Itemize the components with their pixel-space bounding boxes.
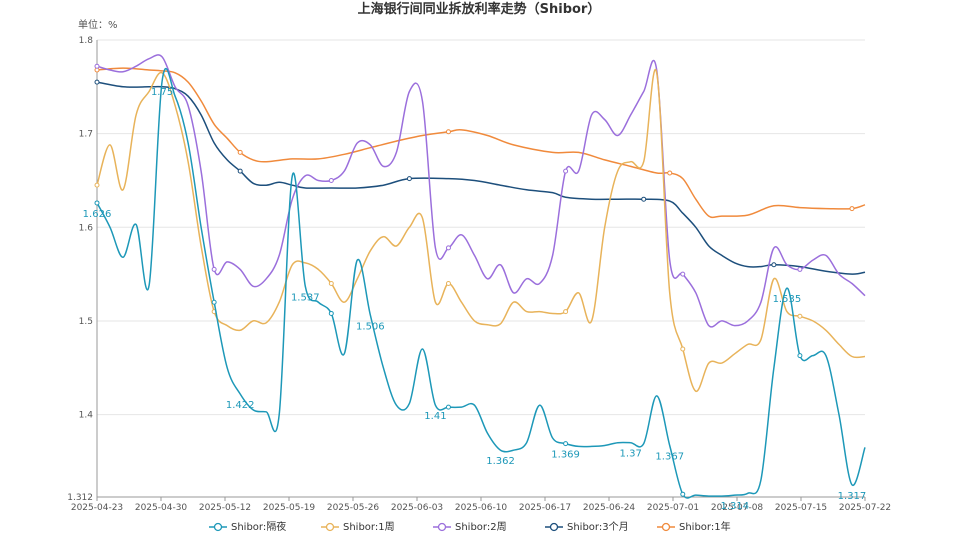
series-point xyxy=(563,309,569,315)
legend-label: Shibor:1年 xyxy=(679,520,731,533)
legend-swatch-marker xyxy=(325,522,335,532)
y-tick-label: 1.5 xyxy=(79,317,93,327)
data-label: 1.369 xyxy=(551,450,580,461)
series-point xyxy=(94,200,100,206)
legend-label: Shibor:隔夜 xyxy=(231,520,286,533)
x-tick-label: 2025-06-17 xyxy=(519,503,571,513)
x-tick-label: 2025-07-08 xyxy=(711,503,764,513)
series-point xyxy=(445,129,451,135)
x-tick-label: 2025-07-15 xyxy=(775,503,827,513)
series-point xyxy=(237,168,243,174)
series-point xyxy=(211,299,217,305)
data-label: 1.362 xyxy=(486,456,515,467)
series-point xyxy=(563,168,569,174)
data-label: 1.422 xyxy=(226,400,255,411)
y-tick-label: 1.6 xyxy=(79,223,94,233)
x-tick-label: 2025-06-24 xyxy=(583,503,636,513)
series-point xyxy=(797,353,803,359)
series-line xyxy=(96,54,866,328)
y-tick-label: 1.7 xyxy=(79,130,93,140)
x-tick-label: 2025-05-19 xyxy=(263,503,316,513)
legend-label: Shibor:3个月 xyxy=(567,521,629,533)
series-point xyxy=(328,310,334,316)
x-tick-label: 2025-04-30 xyxy=(135,503,188,513)
series-point xyxy=(797,313,803,319)
x-tick-label: 2025-06-10 xyxy=(455,503,508,513)
legend-item: Shibor:隔夜 xyxy=(209,520,286,533)
series-point xyxy=(237,149,243,155)
series-point xyxy=(211,266,217,272)
y-unit-label: 单位：% xyxy=(78,18,118,31)
legend-label: Shibor:2周 xyxy=(455,521,507,533)
legend-swatch-marker xyxy=(549,522,559,532)
x-tick-label: 2025-05-12 xyxy=(199,503,251,513)
series-point xyxy=(563,441,569,447)
legend-item: Shibor:1年 xyxy=(657,520,731,533)
series-line xyxy=(96,81,866,275)
series-point xyxy=(94,79,100,85)
x-tick-label: 2025-07-22 xyxy=(839,503,891,513)
legend-item: Shibor:1周 xyxy=(321,521,395,533)
series-point xyxy=(667,170,673,176)
legend-label: Shibor:1周 xyxy=(343,521,395,533)
data-label: 1.37 xyxy=(620,449,642,460)
series-point xyxy=(328,280,334,286)
data-label: 1.317 xyxy=(838,491,867,502)
legend-swatch-marker xyxy=(213,522,223,532)
x-tick-label: 2025-06-03 xyxy=(391,503,443,513)
series-point xyxy=(445,280,451,286)
series-point xyxy=(680,491,686,497)
y-tick-label: 1.312 xyxy=(67,493,93,503)
series-point xyxy=(641,196,647,202)
series-point xyxy=(406,176,412,182)
data-label: 1.535 xyxy=(773,294,802,305)
series-point xyxy=(328,177,334,183)
legend-swatch-marker xyxy=(437,522,447,532)
series-point xyxy=(445,245,451,251)
legend-swatch-marker xyxy=(661,522,671,532)
series-point xyxy=(680,346,686,352)
legend-item: Shibor:2周 xyxy=(433,521,507,533)
y-tick-label: 1.4 xyxy=(79,411,94,421)
series-point xyxy=(445,404,451,410)
data-label: 1.75 xyxy=(151,87,173,98)
series-point xyxy=(771,262,777,268)
data-label: 1.506 xyxy=(356,321,385,332)
series-line xyxy=(96,68,866,392)
series-point xyxy=(849,206,855,212)
series-point xyxy=(680,271,686,277)
x-tick-label: 2025-05-26 xyxy=(327,503,380,513)
series-point xyxy=(797,266,803,272)
series-point xyxy=(94,182,100,188)
data-label: 1.367 xyxy=(655,451,684,462)
chart-title: 上海银行间同业拆放利率走势（Shibor） xyxy=(357,2,601,17)
legend-item: Shibor:3个月 xyxy=(545,521,629,533)
x-tick-label: 2025-04-23 xyxy=(71,503,123,513)
data-label: 1.41 xyxy=(424,411,446,422)
data-label: 1.537 xyxy=(291,292,320,303)
data-label: 1.626 xyxy=(83,209,112,220)
y-tick-label: 1.8 xyxy=(79,36,94,46)
data-label: 1.314 xyxy=(721,501,750,512)
series-point xyxy=(94,63,100,69)
series-line xyxy=(96,67,866,219)
x-tick-label: 2025-07-01 xyxy=(647,503,699,513)
